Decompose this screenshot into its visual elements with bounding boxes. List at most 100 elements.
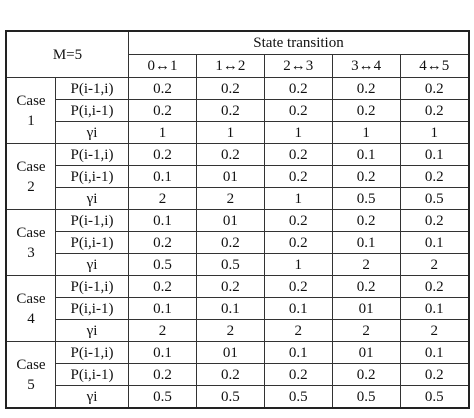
- table-body: M=5 State transition 0↔1 1↔2 2↔3 3↔4 4↔5 Cas…: [5, 30, 470, 409]
- value-cell: 01: [331, 297, 401, 320]
- data-row: P(i,i-1) 0.2 0.2 0.2 0.2 0.2: [6, 99, 470, 122]
- value-cell: 2: [331, 319, 401, 342]
- value-cell: 0.2: [331, 99, 401, 122]
- value-cell: 2: [195, 319, 265, 342]
- value-cell: 0.1: [195, 297, 265, 320]
- row-label: P(i-1,i): [55, 209, 129, 232]
- value-cell: 0.5: [128, 385, 197, 409]
- data-row: Case 3 P(i-1,i) 0.1 01 0.2 0.2 0.2: [5, 209, 470, 276]
- value-cell: 0.1: [399, 341, 470, 364]
- value-cell: 0.2: [399, 363, 470, 386]
- value-cell: 2: [128, 319, 197, 342]
- value-cell: 0.1: [128, 165, 197, 188]
- row-label: P(i,i-1): [55, 99, 129, 122]
- value-cell: 0.2: [195, 275, 265, 298]
- value-cell: 0.2: [128, 143, 197, 166]
- value-cell: 0.1: [331, 143, 401, 166]
- data-row: P(i,i-1) 0.2 0.2 0.2 0.2 0.2: [6, 363, 470, 386]
- value-cell: 0.1: [128, 297, 197, 320]
- row-label: γi: [55, 121, 129, 144]
- value-cell: 0.2: [128, 275, 197, 298]
- value-cell: 0.2: [331, 275, 401, 298]
- value-cell: 0.1: [128, 209, 197, 232]
- value-cell: 2: [128, 187, 197, 210]
- data-row: Case 4 P(i-1,i) 0.2 0.2 0.2 0.2 0.2: [5, 275, 470, 342]
- row-label: P(i,i-1): [55, 297, 129, 320]
- data-row: Case 2 P(i-1,i) 0.2 0.2 0.2 0.1 0.1: [5, 143, 470, 210]
- case-label: Case 2: [5, 143, 56, 210]
- case-label: Case 5: [5, 341, 56, 409]
- value-cell: 0.2: [263, 209, 333, 232]
- case-label: Case 3: [5, 209, 56, 276]
- value-cell: 0.5: [331, 187, 401, 210]
- value-cell: 01: [195, 341, 265, 364]
- value-cell: 0.2: [195, 363, 265, 386]
- row-label: P(i-1,i): [55, 341, 129, 364]
- data-row: γi 0.5 0.5 1 2 2: [6, 253, 470, 276]
- value-cell: 01: [195, 209, 265, 232]
- value-cell: 0.2: [128, 363, 197, 386]
- value-cell: 0.2: [399, 275, 470, 298]
- value-cell: 2: [331, 253, 401, 276]
- row-label: γi: [55, 187, 129, 210]
- value-cell: 1: [399, 121, 470, 144]
- value-cell: 0.1: [399, 231, 470, 254]
- value-cell: 2: [195, 187, 265, 210]
- data-row: Case 1 P(i-1,i) 0.2 0.2 0.2 0.2 0.2: [5, 77, 470, 144]
- row-label: γi: [55, 253, 129, 276]
- value-cell: 0.2: [195, 77, 265, 100]
- value-cell: 0.5: [331, 385, 401, 409]
- value-cell: 0.2: [399, 209, 470, 232]
- value-cell: 0.5: [399, 187, 470, 210]
- value-cell: 0.2: [195, 99, 265, 122]
- case-label: Case 1: [5, 77, 56, 144]
- data-row: P(i,i-1) 0.1 0.1 0.1 01 0.1: [6, 297, 470, 320]
- value-cell: 0.2: [331, 165, 401, 188]
- data-row: Case 5 P(i-1,i) 0.1 01 0.1 01 0.1: [5, 341, 470, 409]
- row-label: P(i-1,i): [55, 143, 129, 166]
- value-cell: 0.2: [263, 99, 333, 122]
- value-cell: 0.5: [128, 253, 197, 276]
- value-cell: 1: [263, 121, 333, 144]
- value-cell: 0.2: [263, 231, 333, 254]
- value-cell: 0.2: [331, 77, 401, 100]
- corner-cell: M=5: [5, 30, 129, 78]
- value-cell: 1: [331, 121, 401, 144]
- data-row: P(i,i-1) 0.1 01 0.2 0.2 0.2: [6, 165, 470, 188]
- column-header: 3↔4: [331, 54, 401, 78]
- value-cell: 2: [263, 319, 333, 342]
- value-cell: 1: [195, 121, 265, 144]
- data-row: P(i,i-1) 0.2 0.2 0.2 0.1 0.1: [6, 231, 470, 254]
- value-cell: 1: [263, 253, 333, 276]
- column-header: 2↔3: [263, 54, 333, 78]
- row-label: P(i-1,i): [55, 275, 129, 298]
- value-cell: 0.1: [399, 297, 470, 320]
- value-cell: 0.1: [331, 231, 401, 254]
- value-cell: 0.2: [128, 77, 197, 100]
- value-cell: 0.5: [399, 385, 470, 409]
- value-cell: 0.2: [263, 165, 333, 188]
- value-cell: 1: [263, 187, 333, 210]
- value-cell: 0.2: [399, 77, 470, 100]
- row-label: P(i-1,i): [55, 77, 129, 100]
- value-cell: 0.1: [128, 341, 197, 364]
- value-cell: 01: [331, 341, 401, 364]
- data-row: γi 2 2 1 0.5 0.5: [6, 187, 470, 210]
- value-cell: 01: [195, 165, 265, 188]
- row-label: P(i,i-1): [55, 165, 129, 188]
- group-header: State transition: [128, 30, 470, 55]
- value-cell: 0.2: [263, 143, 333, 166]
- column-header: 1↔2: [195, 54, 265, 78]
- header-row: M=5 State transition: [5, 30, 470, 78]
- column-header: 0↔1: [128, 54, 197, 78]
- value-cell: 0.2: [263, 363, 333, 386]
- value-cell: 0.2: [128, 231, 197, 254]
- value-cell: 0.1: [263, 297, 333, 320]
- header-row: 0↔1 1↔2 2↔3 3↔4 4↔5: [6, 54, 470, 78]
- column-header: 4↔5: [399, 54, 470, 78]
- data-row: γi 2 2 2 2 2: [6, 319, 470, 342]
- row-label: P(i,i-1): [55, 363, 129, 386]
- row-label: γi: [55, 385, 129, 409]
- table: M=5 State transition 0↔1 1↔2 2↔3 3↔4 4↔5 Cas…: [5, 30, 470, 409]
- row-label: P(i,i-1): [55, 231, 129, 254]
